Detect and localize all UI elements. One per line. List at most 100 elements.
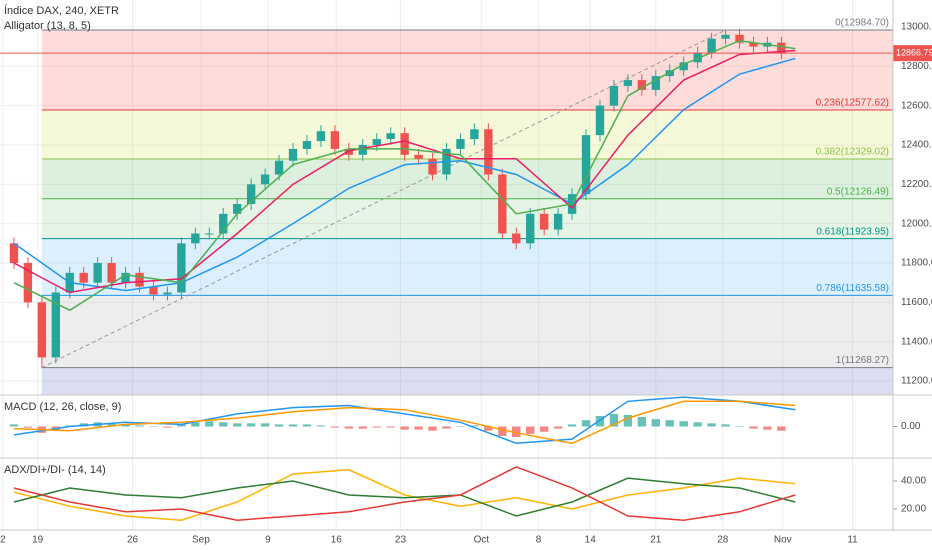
histogram-bar (665, 420, 674, 427)
x-tick-label: 28 (717, 535, 729, 546)
y-tick-label: 12600.00 (901, 100, 932, 111)
histogram-bar (135, 425, 144, 427)
fib-label: 0.786(11635.58) (816, 283, 889, 294)
candle-body (498, 174, 507, 234)
indicator-line (13, 49, 796, 294)
y-tick-label: 0.00 (901, 421, 921, 432)
y-tick-label: 11400.00 (901, 336, 932, 347)
candle-body (651, 76, 660, 90)
histogram-bar (777, 426, 786, 431)
histogram-bar (260, 423, 270, 427)
histogram-bar (470, 425, 479, 427)
candle-body (302, 141, 312, 149)
histogram-bar (512, 426, 521, 437)
histogram-bar (595, 416, 605, 427)
histogram-bar (316, 425, 326, 427)
candle-body (512, 233, 521, 244)
histogram-bar (707, 423, 716, 427)
indicator-title: MACD (12, 26, close, 9) (4, 401, 121, 413)
histogram-bar (623, 414, 633, 427)
indicator-title: ADX/DI+/DI- (14, 14) (4, 464, 106, 476)
candle-body (51, 292, 60, 358)
histogram-bar (219, 422, 228, 427)
candle-body (581, 135, 591, 195)
x-tick-label: 9 (265, 535, 271, 546)
indicator-line (13, 57, 796, 292)
candle-body (623, 80, 633, 86)
histogram-bar (763, 426, 772, 430)
x-tick-label: Sep (192, 535, 210, 546)
candle-body (749, 42, 758, 47)
y-tick-label: 11600.00 (901, 297, 932, 308)
y-tick-label: 12200.00 (901, 179, 932, 190)
histogram-bar (609, 413, 619, 427)
x-tick-label: 8 (536, 535, 542, 546)
candle-body (177, 243, 186, 293)
histogram-bar (372, 426, 381, 428)
candle-body (107, 263, 116, 283)
candle-body (372, 139, 381, 145)
indicator-line (13, 39, 796, 312)
candle-body (721, 34, 730, 39)
candle-body (539, 213, 549, 230)
fib-band (41, 29, 893, 111)
candle-body (23, 263, 33, 303)
candle-body (274, 160, 284, 175)
histogram-bar (246, 423, 256, 427)
candle-body (37, 302, 47, 358)
trend-line (41, 29, 726, 369)
x-tick-label: 19 (32, 535, 44, 546)
candle-body (484, 129, 493, 175)
x-tick-label: 26 (127, 535, 139, 546)
candle-body (330, 131, 340, 149)
candle-body (777, 42, 786, 54)
x-tick-label: 16 (331, 535, 343, 546)
candle-body (470, 129, 479, 140)
candle-body (553, 213, 563, 230)
histogram-bar (693, 422, 702, 427)
y-tick-label: 12800.00 (901, 61, 932, 72)
candle-body (233, 203, 242, 214)
histogram-bar (679, 421, 688, 427)
candle-body (526, 213, 535, 244)
indicator-line (13, 469, 796, 521)
candle-body (79, 272, 88, 283)
histogram-bar (274, 424, 284, 427)
candle-body (735, 34, 744, 43)
fib-label: 0.236(12577.62) (816, 98, 889, 109)
candle-body (609, 85, 619, 106)
fib-label: 0.382(12329.02) (816, 147, 889, 158)
candle-body (358, 144, 367, 155)
histogram-bar (9, 424, 19, 427)
histogram-bar (330, 426, 340, 428)
indicator-line (13, 477, 796, 517)
fib-band (41, 367, 893, 395)
histogram-bar (526, 426, 535, 434)
candle-body (386, 133, 395, 140)
histogram-bar (442, 426, 451, 429)
candle-body (400, 133, 409, 155)
candle-body (260, 174, 270, 185)
y-tick-label: 11200.00 (901, 376, 932, 387)
histogram-bar (567, 424, 577, 427)
histogram-bar (721, 424, 730, 427)
last-price-box (893, 45, 932, 62)
fib-label: 1(11268.27) (836, 355, 889, 366)
candle-body (149, 286, 158, 295)
x-tick-label: Oct (474, 535, 490, 546)
histogram-bar (637, 417, 647, 427)
indicator-line (13, 466, 796, 521)
candle-body (163, 292, 172, 295)
histogram-bar (456, 426, 465, 427)
y-tick-label: 12400.00 (901, 140, 932, 151)
histogram-bar (553, 426, 563, 429)
histogram-bar (400, 426, 409, 430)
x-tick-label: 2 (0, 535, 6, 546)
x-tick-label: 11 (847, 535, 858, 546)
y-tick-label: 12000.00 (901, 218, 932, 229)
histogram-bar (651, 419, 660, 427)
candle-body (121, 272, 130, 283)
y-tick-label: 11800.00 (901, 258, 932, 269)
fib-band (41, 110, 893, 159)
